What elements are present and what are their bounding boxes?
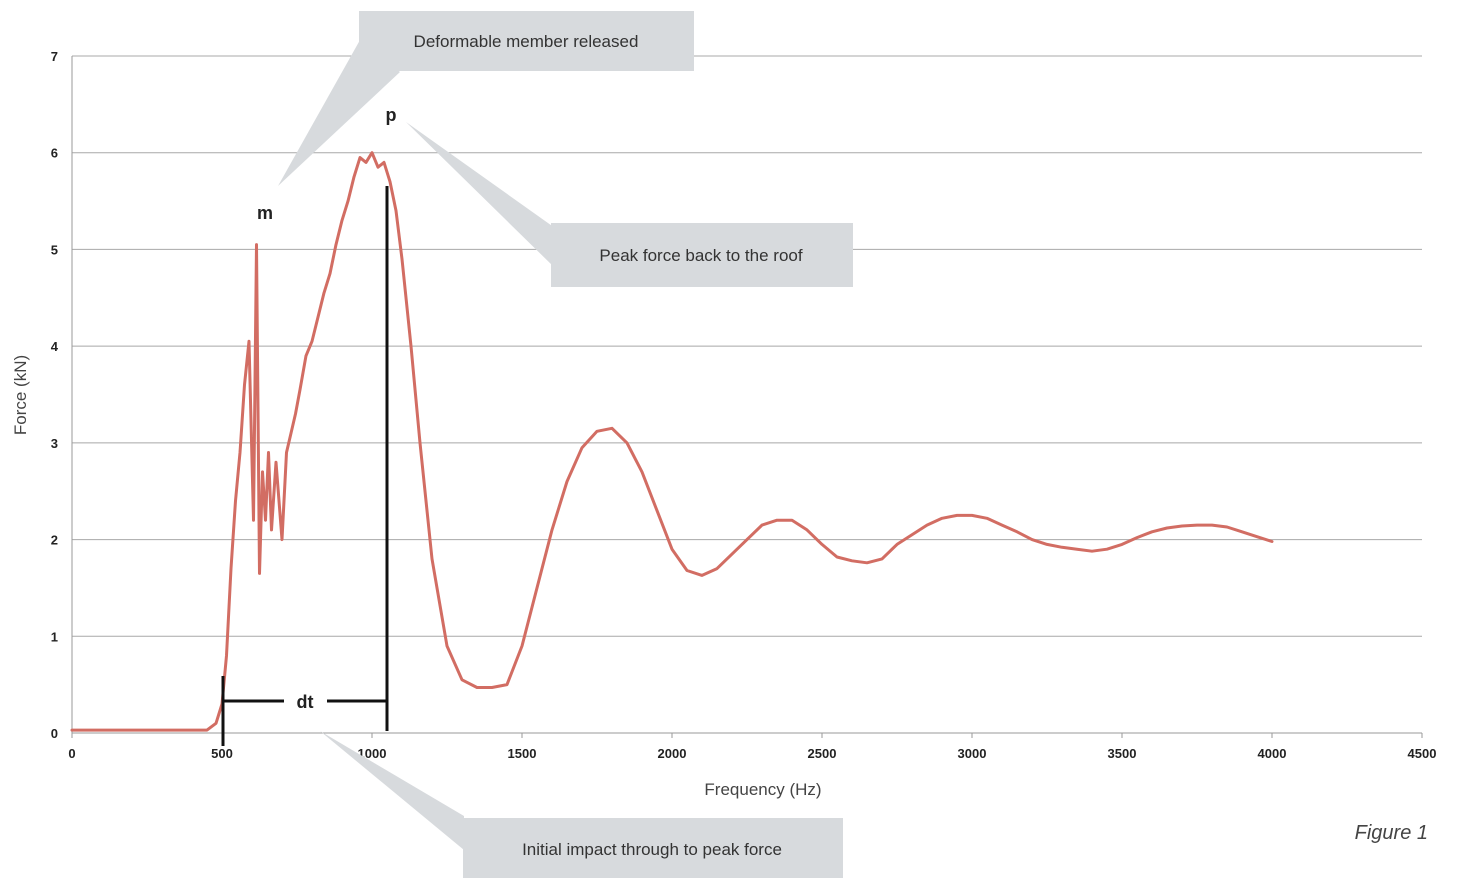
callout-deformable-text: Deformable member released	[414, 32, 639, 51]
axes	[71, 56, 1423, 738]
y-tick-label: 7	[51, 49, 58, 64]
x-tick-label: 3500	[1108, 746, 1137, 761]
dt-label: dt	[297, 692, 314, 712]
y-tick-label: 3	[51, 436, 58, 451]
gridlines	[72, 55, 1422, 637]
y-tick-label: 2	[51, 533, 58, 548]
m-marker-label: m	[257, 203, 273, 223]
y-axis-label: Force (kN)	[11, 355, 30, 435]
x-tick-label: 500	[211, 746, 233, 761]
x-tick-label: 2000	[658, 746, 687, 761]
x-tick-label: 1000	[358, 746, 387, 761]
series-layer	[70, 151, 1274, 732]
y-tick-label: 4	[51, 339, 59, 354]
dt-bracket	[221, 186, 389, 746]
y-tick-labels: 0 1 2 3 4 5 6 7	[51, 49, 59, 741]
x-axis-label: Frequency (Hz)	[704, 780, 821, 799]
figure-label: Figure 1	[1355, 822, 1428, 844]
callout-initial-text: Initial impact through to peak force	[522, 840, 782, 859]
callout-box-initial	[463, 818, 843, 878]
callout-pointer-initial	[320, 731, 464, 850]
callout-pointer-peak	[406, 122, 555, 268]
y-tick-label: 1	[51, 629, 58, 644]
callout-peak-text: Peak force back to the roof	[599, 246, 802, 265]
y-tick-label: 5	[51, 242, 58, 257]
x-tick-label: 3000	[958, 746, 987, 761]
callout-pointer-deformable	[278, 40, 400, 186]
x-tick-label: 0	[68, 746, 75, 761]
x-tick-label: 4500	[1408, 746, 1437, 761]
callout-box-peak	[551, 223, 853, 287]
x-tick-labels: 0 500 1000 1500 2000 2500 3000 3500 4000 4500	[68, 746, 1436, 761]
x-tick-label: 2500	[808, 746, 837, 761]
x-tick-label: 1500	[508, 746, 537, 761]
p-marker-label: p	[386, 105, 397, 125]
series-line	[70, 151, 1274, 732]
y-tick-label: 6	[51, 146, 58, 161]
y-tick-label: 0	[51, 726, 58, 741]
callout-box-deformable	[359, 11, 694, 71]
x-tick-label: 4000	[1258, 746, 1287, 761]
